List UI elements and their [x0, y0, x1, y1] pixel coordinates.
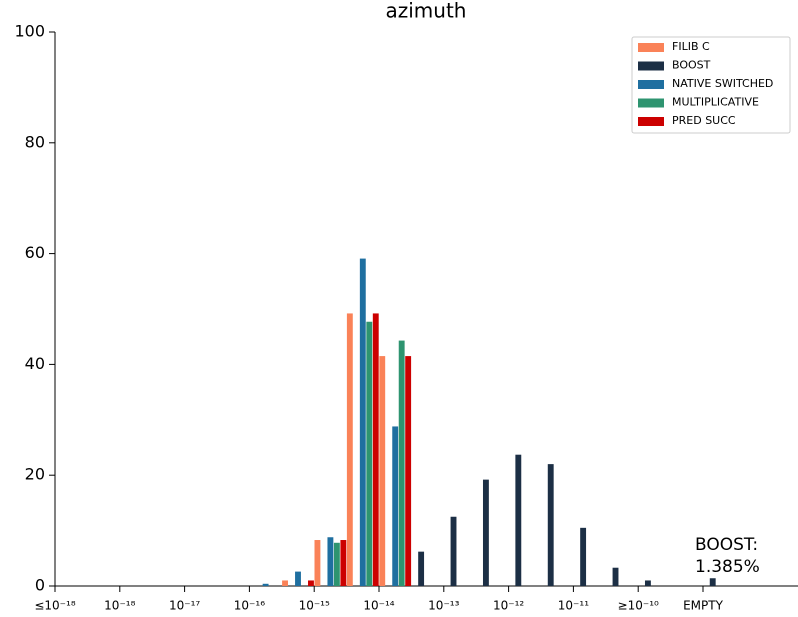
legend-swatch: [638, 61, 664, 71]
bar: [308, 580, 314, 586]
bar: [405, 356, 412, 586]
bar: [644, 580, 651, 586]
x-tick-label: 10⁻¹⁴: [363, 599, 394, 613]
bar: [482, 479, 489, 586]
annotation: BOOST:: [695, 535, 758, 555]
y-tick-label: 100: [14, 22, 45, 41]
bar: [327, 537, 334, 586]
bar: [340, 540, 347, 586]
legend-swatch: [638, 98, 664, 108]
x-tick-label: 10⁻¹⁷: [169, 599, 200, 613]
legend-label: BOOST: [672, 59, 711, 72]
x-tick-label: 10⁻¹¹: [558, 599, 589, 613]
y-tick-label: 40: [25, 354, 45, 373]
bar: [418, 551, 425, 586]
legend-label: PRED SUCC: [672, 114, 736, 127]
x-tick-label: EMPTY: [683, 599, 724, 613]
bar: [366, 321, 373, 586]
x-tick-label: ≥10⁻¹⁰: [618, 599, 659, 613]
bar: [359, 258, 366, 586]
legend-label: NATIVE SWITCHED: [672, 77, 773, 90]
legend-label: FILIB C: [672, 40, 710, 53]
bar: [580, 527, 587, 586]
x-tick-label: 10⁻¹²: [493, 599, 524, 613]
x-tick-label: ≤10⁻¹⁸: [34, 599, 75, 613]
bar: [450, 516, 457, 586]
x-tick-label: 10⁻¹⁶: [234, 599, 265, 613]
bar: [547, 464, 554, 586]
y-tick-label: 80: [25, 132, 45, 151]
bar: [379, 356, 386, 586]
bar: [295, 571, 301, 586]
legend-box: [631, 36, 791, 134]
bar: [709, 578, 716, 586]
y-tick-label: 20: [25, 465, 45, 484]
x-tick-label: 10⁻¹³: [428, 599, 459, 613]
bar: [372, 313, 379, 586]
x-tick-label: 10⁻¹⁸: [104, 599, 135, 613]
bar: [515, 454, 522, 586]
legend-label: MULTIPLICATIVE: [672, 96, 759, 109]
y-tick-label: 0: [35, 576, 45, 595]
bar: [398, 340, 405, 586]
bar: [612, 567, 619, 586]
bar: [333, 542, 340, 586]
legend-swatch: [638, 80, 664, 89]
annotation: 1.385%: [695, 557, 760, 577]
legend-swatch: [638, 117, 664, 126]
bar: [282, 580, 288, 586]
bar: [314, 540, 321, 586]
bar: [346, 313, 353, 586]
y-tick-label: 60: [25, 243, 45, 262]
bar: [262, 583, 269, 586]
legend-swatch: [638, 43, 664, 52]
bar: [392, 426, 399, 586]
chart-title: azimuth: [386, 0, 467, 23]
x-tick-label: 10⁻¹⁵: [299, 599, 330, 613]
